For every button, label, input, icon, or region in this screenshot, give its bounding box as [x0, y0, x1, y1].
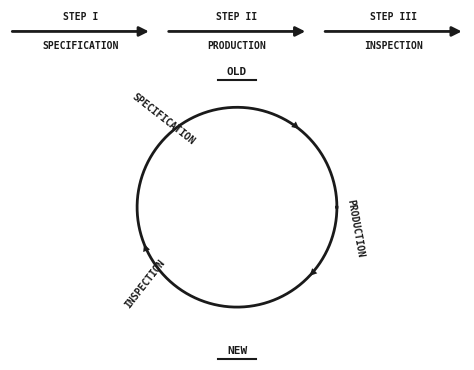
Text: PRODUCTION: PRODUCTION — [208, 41, 266, 51]
Text: STEP III: STEP III — [370, 12, 417, 22]
Text: OLD: OLD — [227, 67, 247, 77]
Text: SPECIFICATION: SPECIFICATION — [130, 92, 196, 147]
Text: SPECIFICATION: SPECIFICATION — [42, 41, 119, 51]
Text: INSPECTION: INSPECTION — [364, 41, 423, 51]
Text: STEP I: STEP I — [63, 12, 98, 22]
Text: STEP II: STEP II — [217, 12, 257, 22]
Text: NEW: NEW — [227, 346, 247, 356]
Text: PRODUCTION: PRODUCTION — [346, 198, 365, 258]
Text: INSPECTION: INSPECTION — [123, 258, 167, 311]
